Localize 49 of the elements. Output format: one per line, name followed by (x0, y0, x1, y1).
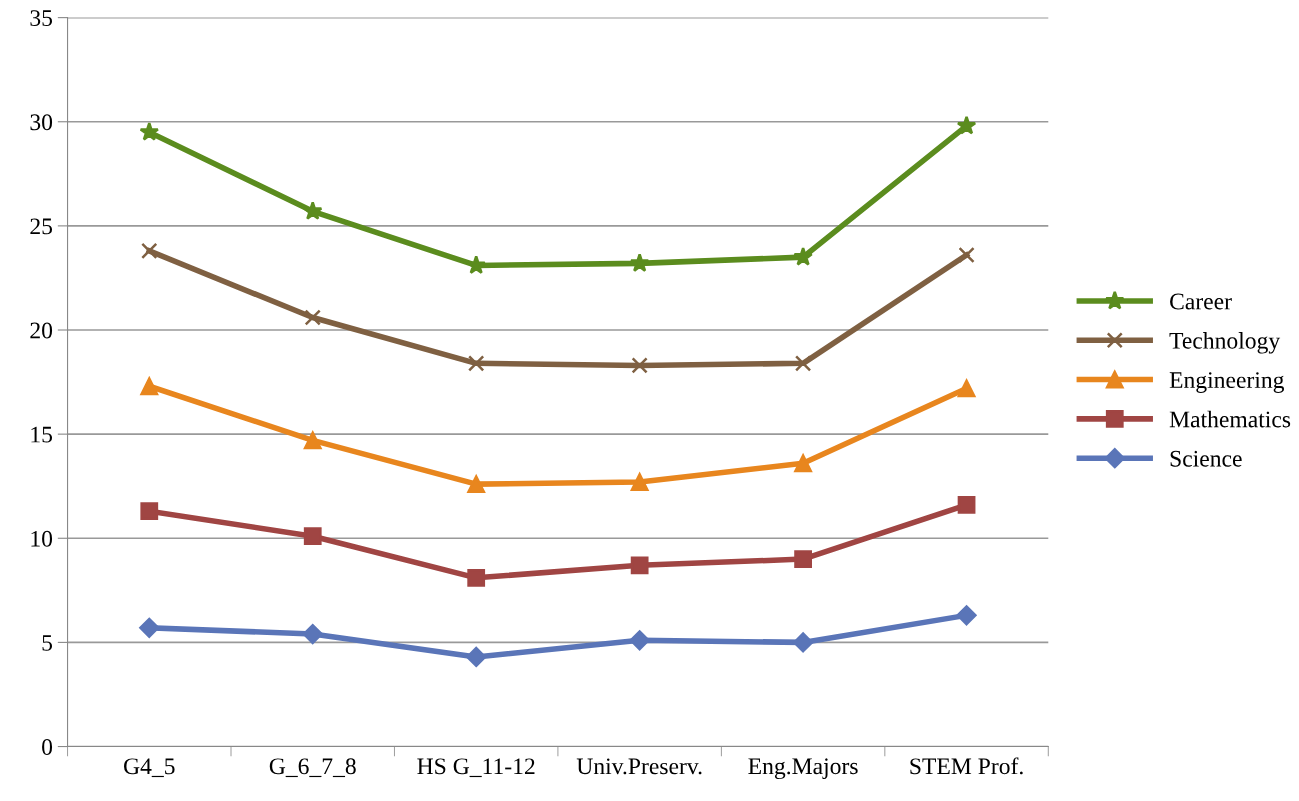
point (303, 431, 322, 450)
point (629, 630, 650, 651)
x-tick-label: G_6_7_8 (269, 758, 356, 778)
point (794, 454, 812, 473)
point (303, 527, 322, 546)
point (957, 379, 976, 398)
y-tick-label: 35 (30, 10, 53, 27)
x-tick-label: Eng.Majors (748, 758, 858, 780)
point (302, 201, 323, 220)
point (629, 253, 650, 272)
point (467, 475, 486, 494)
point (630, 473, 649, 491)
point (793, 632, 814, 653)
legend-label: Technology (1169, 332, 1281, 354)
point (467, 568, 486, 587)
y-tick-label: 10 (31, 530, 53, 547)
point (468, 355, 485, 372)
legend-label: Mathematics (1169, 410, 1291, 428)
x-tick-label: Univ.Preserv. (576, 758, 702, 775)
x-tick-label: HS G_11-12 (417, 758, 535, 778)
y-tick-label: 20 (30, 322, 53, 339)
y-tick-label: 30 (30, 114, 53, 131)
point (140, 502, 159, 521)
point (956, 115, 977, 135)
point (139, 617, 160, 638)
x-tick-label: G4_5 (124, 758, 175, 778)
point (139, 121, 160, 141)
point (957, 496, 976, 514)
point (956, 605, 977, 626)
point (140, 377, 159, 396)
point (958, 246, 975, 264)
point (302, 623, 323, 645)
legend-label: Career (1170, 293, 1232, 310)
point (631, 357, 648, 374)
point (304, 309, 321, 326)
x-tick-label: STEM Prof. (910, 757, 1023, 775)
y-tick-label: 5 (42, 635, 53, 651)
legend-label: Science (1170, 450, 1242, 467)
y-tick-label: 0 (42, 739, 53, 755)
point (630, 556, 649, 575)
y-tick-label: 25 (30, 218, 53, 235)
point (466, 646, 487, 668)
point (794, 550, 812, 568)
point (466, 255, 487, 275)
point (141, 242, 158, 260)
point (794, 355, 812, 372)
legend-label: Engineering (1169, 372, 1285, 393)
point (793, 246, 813, 266)
y-tick-label: 15 (31, 426, 53, 443)
